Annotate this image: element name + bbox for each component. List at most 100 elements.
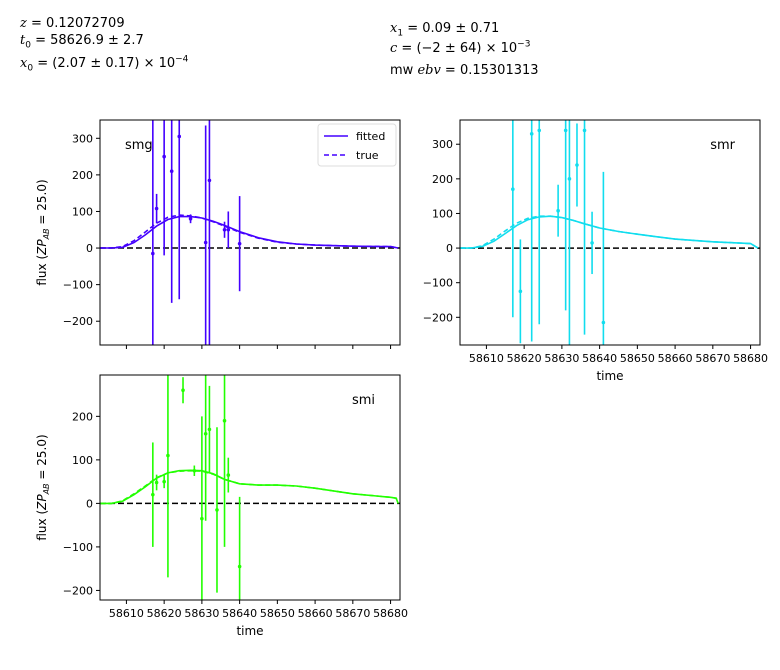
x-tick-label: 58650 (260, 607, 295, 620)
y-tick-label: 100 (72, 454, 93, 467)
panel-smi: −200 −100 0 100 200 58610 58620 58630 58640 58650… (35, 374, 408, 638)
legend-label-fitted: fitted (356, 130, 385, 143)
y-tick-label: 0 (86, 497, 93, 510)
y-axis-label: flux (ZPAB = 25.0) (35, 179, 51, 285)
x-tick-label: 58630 (184, 607, 219, 620)
data-point (166, 453, 170, 458)
data-point (529, 132, 534, 136)
data-point (200, 516, 204, 521)
param-c: c = (−2 ± 64) × 10−3 (390, 39, 531, 56)
data-point (188, 216, 193, 221)
plot-area-smr (460, 120, 760, 345)
legend: fitted true (317, 123, 397, 167)
x-tick-label: 58640 (222, 607, 257, 620)
y-axis-label: flux (ZPAB = 25.0) (35, 434, 51, 540)
data-point (222, 418, 227, 423)
data-point (207, 178, 212, 183)
y-tick-label: −100 (423, 277, 453, 290)
param-c-value: (−2 ± 64) × 10 (416, 41, 518, 56)
band-label-smg: smg (125, 138, 153, 153)
x-tick-label: 58640 (582, 352, 617, 365)
data-point (151, 492, 155, 497)
data-point (154, 480, 159, 485)
param-x1: x1 = 0.09 ± 0.71 (390, 21, 500, 39)
data-point (203, 431, 208, 436)
y-tick-label: −100 (63, 541, 93, 554)
data-point (154, 206, 159, 211)
param-t0: t0 = 58626.9 ± 2.7 (20, 33, 144, 51)
y-tick-label: 300 (72, 132, 93, 145)
param-t0-value: 58626.9 ± 2.7 (50, 33, 144, 48)
data-point (162, 479, 166, 484)
param-x0: x0 = (2.07 ± 0.17) × 10−4 (20, 54, 189, 74)
axes-frame (99, 374, 401, 601)
x-tick-label: 58610 (109, 607, 144, 620)
curve-true (460, 215, 759, 249)
param-x0-exponent: −4 (175, 54, 189, 65)
plot-area-smi (100, 375, 400, 600)
data-point (590, 241, 594, 245)
y-tick-label: −200 (423, 311, 453, 324)
data-point (556, 208, 560, 213)
y-tick-label: 100 (72, 205, 93, 218)
curve-true (100, 469, 399, 505)
data-point (537, 128, 542, 133)
param-mwebv-value: 0.15301313 (459, 63, 539, 78)
data-point (237, 241, 242, 246)
data-point (207, 427, 212, 432)
x-tick-label: 58670 (335, 607, 370, 620)
data-point (203, 240, 208, 245)
y-tick-label: 300 (432, 138, 453, 151)
panel-smg: −200 −100 0 100 200 300 flux (ZPAB = 25.0) smg f… (35, 119, 401, 349)
y-tick-label: 200 (432, 173, 453, 186)
y-tick-label: −200 (63, 584, 93, 597)
data-point (226, 473, 231, 477)
data-point (215, 508, 219, 512)
x-axis-label: time (236, 624, 263, 638)
param-c-exponent: −3 (517, 39, 531, 50)
data-point (567, 177, 572, 181)
x-tick-label: 58620 (507, 352, 542, 365)
data-point (151, 251, 155, 256)
band-label-smr: smr (710, 138, 735, 153)
y-tick-label: 200 (72, 410, 93, 423)
axes-frame (99, 119, 401, 346)
x-tick-label: 58660 (298, 607, 333, 620)
data-point (181, 388, 185, 393)
x-tick-label: 58680 (373, 607, 408, 620)
data-point (582, 128, 587, 133)
legend-label-true: true (356, 149, 379, 162)
data-point (237, 564, 242, 569)
param-mwebv: mw ebv = 0.15301313 (390, 63, 539, 78)
data-point (222, 227, 227, 232)
data-point (177, 134, 182, 139)
x-tick-label: 58680 (733, 352, 768, 365)
axes-frame (459, 119, 761, 346)
x-tick-label: 58620 (147, 607, 182, 620)
data-point (511, 187, 515, 192)
x-tick-label: 58660 (658, 352, 693, 365)
y-tick-label: 0 (446, 242, 453, 255)
y-tick-label: 200 (72, 169, 93, 182)
x-axis-label: time (596, 369, 623, 383)
x-tick-label: 58630 (544, 352, 579, 365)
param-z-value: 0.12072709 (46, 16, 125, 31)
y-tick-label: 0 (86, 242, 93, 255)
param-z: z = 0.12072709 (20, 16, 125, 31)
data-point (518, 289, 523, 294)
data-point (162, 154, 166, 159)
y-tick-label: 100 (432, 207, 453, 220)
data-point (563, 128, 568, 133)
x-tick-label: 58610 (469, 352, 504, 365)
x-tick-label: 58650 (620, 352, 655, 365)
band-label-smi: smi (352, 393, 375, 408)
plot-area-smg (100, 120, 400, 345)
param-x0-value: (2.07 ± 0.17) × 10 (52, 56, 176, 71)
param-x1-value: 0.09 ± 0.71 (422, 21, 500, 36)
data-point (575, 163, 579, 167)
legend-box (317, 123, 397, 167)
curve-true (100, 214, 399, 249)
x-tick-label: 58670 (695, 352, 730, 365)
y-tick-label: −100 (63, 279, 93, 292)
